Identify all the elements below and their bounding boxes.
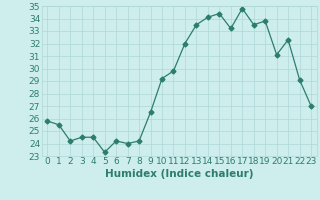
- X-axis label: Humidex (Indice chaleur): Humidex (Indice chaleur): [105, 169, 253, 179]
